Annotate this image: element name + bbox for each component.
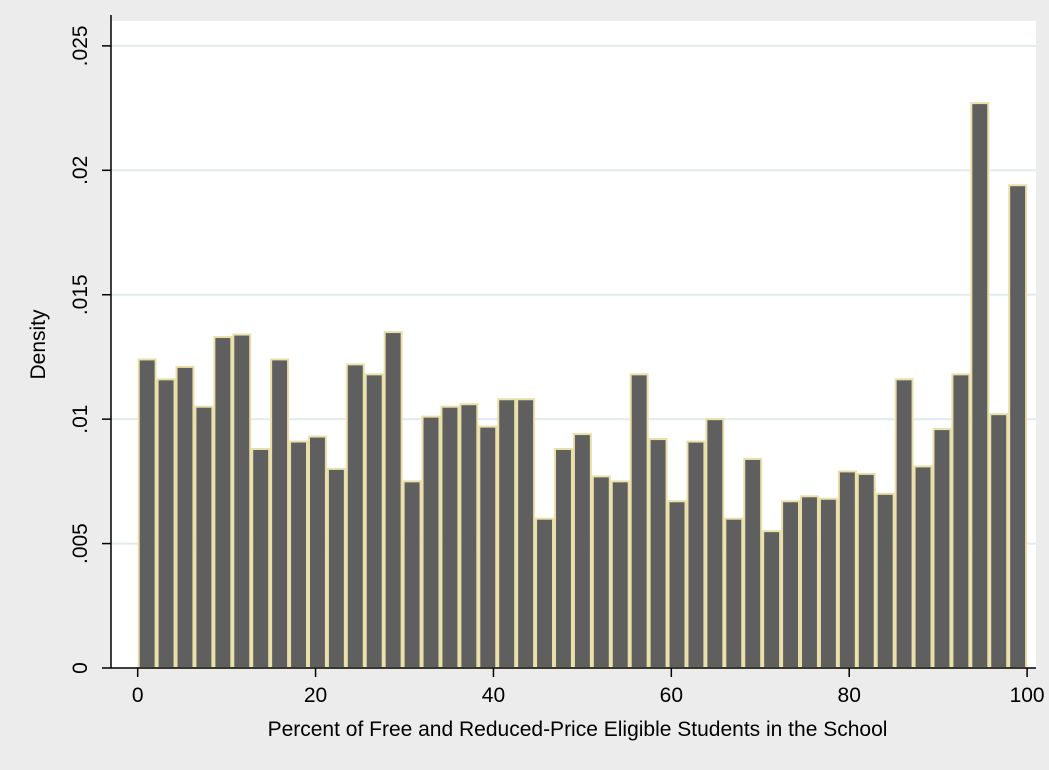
x-tick-label: 100 — [1010, 684, 1045, 707]
histogram-bar — [648, 438, 668, 669]
histogram-bar — [932, 428, 952, 669]
histogram-bar — [535, 517, 555, 670]
histogram-bar — [402, 480, 422, 669]
histogram-bar — [1008, 184, 1028, 669]
histogram-bar — [951, 373, 971, 669]
y-tick-label: .015 — [69, 274, 92, 315]
histogram-bar — [610, 480, 630, 669]
histogram-bar — [364, 373, 384, 669]
histogram-bar — [421, 415, 441, 669]
x-tick-label: 80 — [838, 684, 861, 707]
histogram-bar — [913, 465, 933, 669]
histogram-bar — [572, 433, 592, 670]
histogram-bar — [326, 467, 346, 669]
histogram-bar — [705, 418, 725, 669]
axes — [110, 15, 1036, 669]
histogram-bar — [156, 378, 176, 669]
histogram-bar — [459, 403, 479, 669]
histogram-bar — [837, 470, 857, 669]
histogram-bar — [743, 457, 763, 669]
histogram-bar — [894, 378, 914, 669]
y-tick-label: 0 — [69, 662, 92, 674]
y-tick-label: .02 — [69, 156, 92, 185]
histogram-bar — [591, 475, 611, 669]
histogram-bar — [194, 405, 214, 669]
histogram-bar — [137, 358, 157, 669]
x-tick-label: 0 — [132, 684, 144, 707]
histogram-bar — [289, 440, 308, 669]
histogram-bar — [175, 365, 195, 669]
y-tick-label: .025 — [69, 25, 92, 66]
histogram-bar — [251, 448, 271, 669]
histogram-bar — [989, 413, 1009, 669]
y-tick-label: .005 — [69, 523, 92, 564]
histogram-bar — [307, 435, 327, 670]
histogram-bar — [970, 102, 990, 670]
bars — [137, 102, 1028, 670]
histogram-bar — [516, 398, 536, 669]
x-axis-title: Percent of Free and Reduced-Price Eligib… — [268, 718, 888, 741]
histogram-bar — [800, 495, 819, 669]
histogram-bar — [818, 497, 838, 669]
histogram-bar — [232, 333, 252, 669]
histogram-bar — [762, 530, 782, 670]
histogram-bar — [875, 492, 895, 669]
x-tick-label: 60 — [660, 684, 683, 707]
histogram-bar — [667, 500, 687, 669]
histogram-bar — [383, 331, 403, 669]
x-tick-label: 20 — [304, 684, 327, 707]
histogram-bar — [686, 440, 706, 669]
histogram-bar — [781, 500, 801, 669]
histogram-bar — [724, 517, 744, 670]
histogram-bar — [856, 472, 876, 669]
ticks: 0 .005 .01 .015 .02 .025 0 20 40 60 80 100 — [69, 25, 1045, 707]
y-axis-title: Density — [27, 309, 50, 380]
histogram-bar — [345, 363, 365, 669]
histogram-bar — [440, 405, 460, 669]
histogram-bar — [497, 398, 517, 669]
histogram-bar — [554, 448, 573, 669]
y-tick-label: .01 — [69, 405, 92, 434]
histogram-bar — [270, 358, 290, 669]
histogram-bar — [213, 336, 233, 669]
x-tick-label: 40 — [482, 684, 505, 707]
histogram-bar — [478, 425, 498, 669]
histogram-bar — [629, 373, 649, 669]
